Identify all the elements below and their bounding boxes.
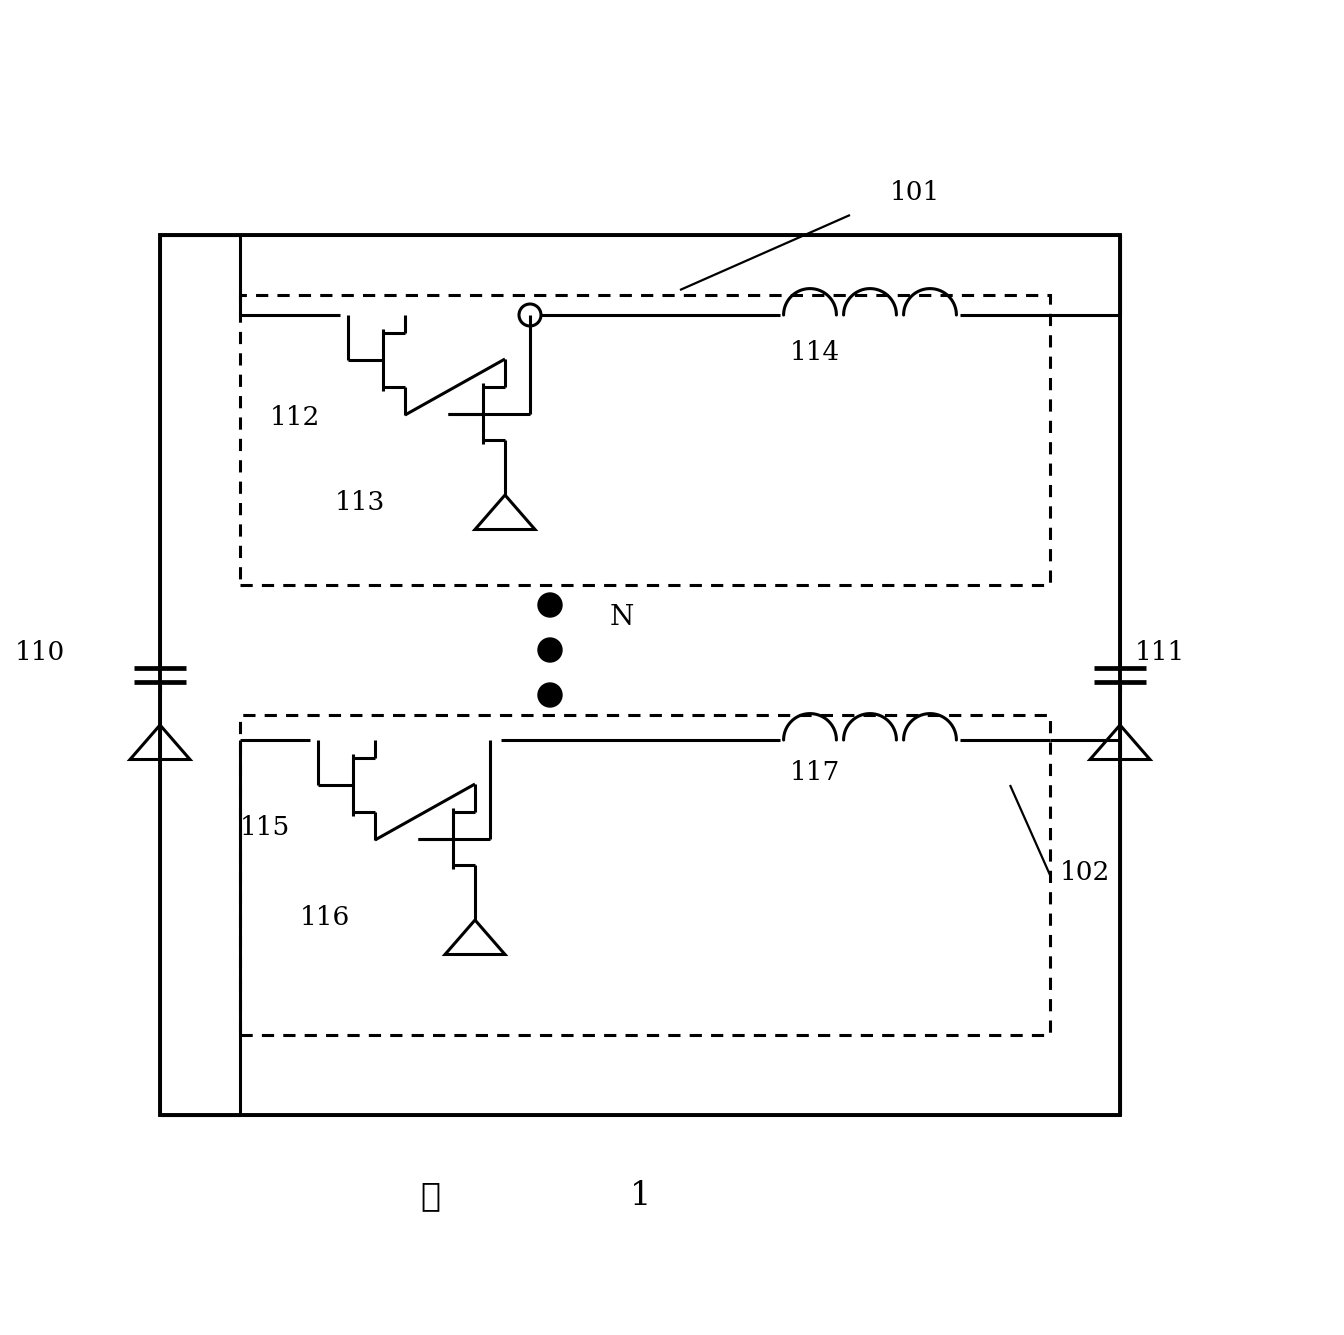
Text: N: N: [610, 603, 634, 631]
Bar: [241, 716, 1050, 1035]
Text: 112: 112: [270, 405, 320, 430]
Text: 116: 116: [300, 905, 351, 930]
Text: 111: 111: [1134, 639, 1185, 665]
Circle shape: [538, 593, 562, 617]
Text: 102: 102: [1060, 860, 1110, 885]
Text: 图: 图: [419, 1180, 439, 1212]
Bar: [241, 295, 1050, 585]
Text: 115: 115: [241, 814, 290, 840]
Text: 1: 1: [630, 1180, 652, 1212]
Text: 114: 114: [790, 340, 840, 364]
Text: 110: 110: [15, 639, 66, 665]
Bar: [160, 235, 1120, 1115]
Text: 101: 101: [890, 180, 941, 206]
Text: 113: 113: [335, 490, 386, 515]
Text: 117: 117: [790, 760, 840, 785]
Circle shape: [538, 684, 562, 708]
Circle shape: [538, 638, 562, 662]
